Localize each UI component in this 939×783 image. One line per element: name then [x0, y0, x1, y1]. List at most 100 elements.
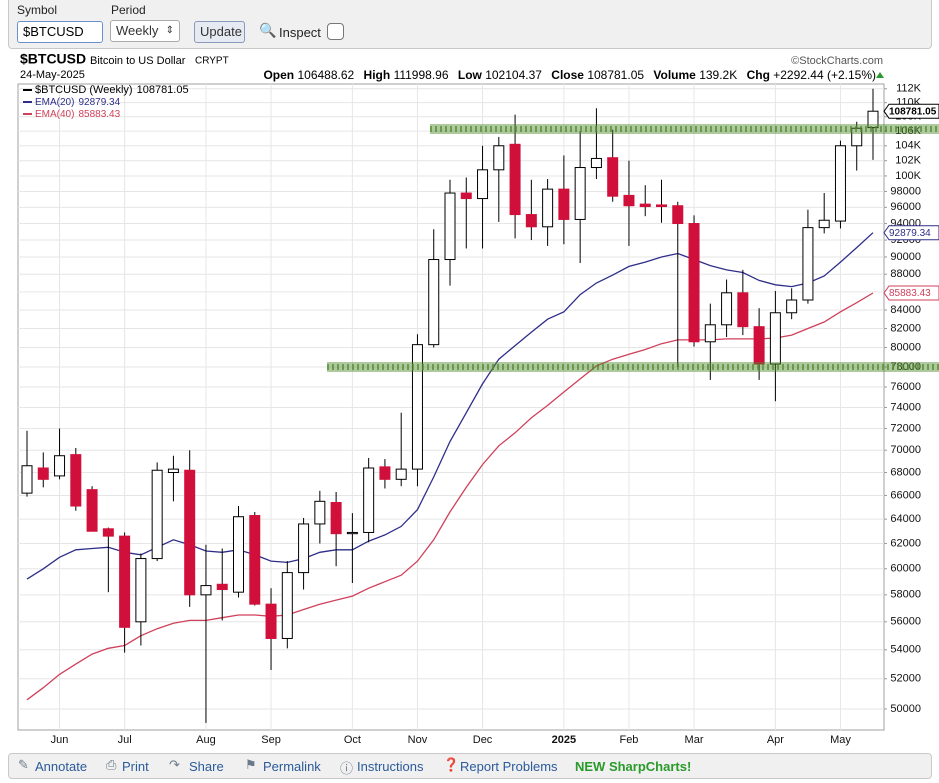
candle-body: [265, 603, 277, 639]
y-tick-label: 70000: [890, 444, 921, 456]
candle-body: [233, 516, 244, 593]
quote-label: High: [363, 68, 391, 82]
y-tick-label: 88000: [890, 268, 921, 280]
footer-link[interactable]: Instructions: [357, 759, 424, 774]
quote-value: 102104.37: [485, 68, 542, 82]
candle-body: [330, 501, 342, 535]
footer: ✎ Annotate ⎙ Print ↷ Share ⚑ Permalink ⓘ…: [8, 753, 932, 779]
x-tick-label: 2025: [552, 734, 576, 746]
toolbar: Symbol Period $BTCUSD Weekly ⇕ Update 🔍 I…: [8, 0, 932, 49]
candle-body: [721, 292, 733, 326]
candle-body: [119, 535, 131, 628]
value-label-box: [883, 103, 939, 119]
y-tick-label: 72000: [890, 422, 921, 434]
candle-body: [769, 312, 781, 365]
candle-body: [444, 192, 456, 261]
footer-link[interactable]: Share: [189, 759, 224, 774]
footer-link[interactable]: Permalink: [263, 759, 321, 774]
icon: ⎙: [106, 758, 117, 773]
y-tick-label: 50000: [890, 703, 921, 715]
candle-body: [542, 188, 554, 228]
legend-name: EMA(40): [35, 109, 74, 120]
x-tick-label: Aug: [196, 734, 216, 746]
quote-label: Volume: [653, 68, 696, 82]
footer-link[interactable]: Report Problems: [460, 759, 558, 774]
footer-link[interactable]: Print: [122, 759, 149, 774]
candle-body: [834, 145, 846, 222]
y-tick-label: 76000: [890, 381, 921, 393]
candle-body: [200, 585, 212, 596]
candle-body: [86, 489, 98, 532]
icon: ✎: [18, 758, 29, 773]
candle-body: [102, 528, 114, 537]
candle-body: [428, 259, 440, 346]
x-tick-label: Apr: [767, 734, 784, 746]
footer-link[interactable]: Annotate: [35, 759, 88, 774]
candle-body: [184, 469, 196, 596]
candle-body: [525, 214, 537, 228]
candle-body: [753, 326, 765, 365]
label: Symbol: [17, 3, 58, 17]
candle-body: [151, 469, 163, 560]
candle-body: [607, 157, 619, 197]
symbol-input[interactable]: $BTCUSD: [17, 21, 103, 43]
y-tick-label: 62000: [890, 537, 921, 549]
ema-line: [26, 292, 874, 701]
quote-value: 139.2K: [699, 68, 738, 82]
y-tick-label: 90000: [890, 251, 921, 263]
x-tick-label: Oct: [344, 734, 361, 746]
value-label-box: [883, 225, 939, 241]
quote-label: Low: [457, 68, 482, 82]
y-tick-label: 58000: [890, 589, 921, 601]
x-tick-label: Dec: [473, 734, 493, 746]
legend-text: $BTCUSD (Weekly) 108781.05: [35, 84, 189, 96]
candle-body: [590, 157, 602, 169]
footer-link[interactable]: NEW SharpCharts!: [575, 759, 692, 774]
icon: ⓘ: [340, 762, 354, 777]
y-tick-label: 102K: [895, 155, 921, 167]
y-tick-label: 104K: [895, 140, 921, 152]
plot: [18, 84, 884, 730]
candle-body: [867, 110, 879, 129]
candle-body: [786, 299, 798, 314]
legend-name: $BTCUSD (Weekly): [35, 84, 133, 96]
y-tick-label: 84000: [890, 304, 921, 316]
candle-body: [346, 531, 358, 535]
candle-body: [737, 292, 749, 328]
ema-line: [26, 232, 874, 580]
value-label: 85883.43: [889, 288, 931, 299]
legend-value: 85883.43: [78, 109, 120, 120]
inspect-checkbox[interactable]: [327, 23, 344, 40]
candle-body: [802, 227, 814, 301]
quote-label: Open: [263, 68, 295, 82]
quote-value: 111998.96: [393, 68, 449, 82]
y-tick-label: 60000: [890, 563, 921, 575]
quote-value: 108781.05: [587, 68, 645, 82]
candle-body: [249, 515, 261, 605]
date: 24-May-2025: [20, 69, 85, 81]
update-button[interactable]: Update: [194, 21, 245, 43]
candle-body: [656, 204, 667, 208]
candle-body: [54, 455, 66, 477]
candle-body: [688, 223, 700, 343]
y-tick-label: 82000: [890, 322, 921, 334]
y-tick-label: 64000: [890, 513, 921, 525]
y-tick-label: 66000: [890, 489, 921, 501]
y-tick-label: 52000: [890, 673, 921, 685]
y-tick-label: 68000: [890, 466, 921, 478]
candle-body: [21, 465, 33, 494]
x-tick-label: Jun: [51, 734, 69, 746]
up-arrow: [876, 72, 884, 78]
period-select[interactable]: Weekly ⇕: [110, 20, 180, 42]
legend-text: EMA(20) 92879.34: [35, 97, 121, 108]
x-tick-label: Mar: [685, 734, 704, 746]
candle-body: [623, 194, 635, 207]
y-tick-label: 56000: [890, 616, 921, 628]
candle-body: [493, 145, 505, 171]
label: Period: [111, 3, 146, 17]
icon: ⚑: [245, 758, 257, 773]
candle-body: [574, 167, 586, 220]
select-arrow: ⇕: [165, 25, 174, 36]
